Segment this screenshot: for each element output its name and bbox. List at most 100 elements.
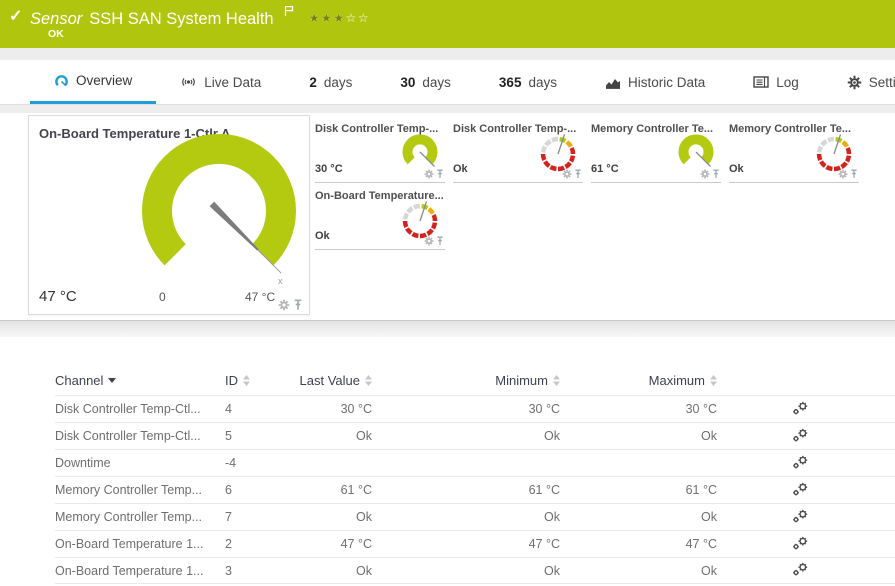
table-row[interactable]: On-Board Temperature 1... 2 47 °C 47 °C … [55, 530, 895, 557]
tab-overview[interactable]: Overview [30, 60, 157, 104]
section-divider [0, 320, 895, 337]
star-filled-icon[interactable]: ★ [321, 11, 334, 25]
tab-log[interactable]: Log [729, 60, 823, 104]
tab-365-days[interactable]: 365 days [475, 60, 581, 104]
channel-name[interactable]: Memory Controller Temp... [55, 483, 203, 497]
tile-gear-icon[interactable] [562, 169, 572, 179]
star-filled-icon[interactable]: ★ [308, 11, 322, 25]
main-gauge-value: 47 °C [39, 288, 77, 305]
channel-settings-gears-icon[interactable] [791, 481, 811, 497]
tab-label: Historic Data [627, 74, 706, 90]
tab-settings[interactable]: Settings [823, 60, 895, 104]
channel-settings-gears-icon[interactable] [791, 400, 811, 416]
flag-icon[interactable] [284, 5, 294, 17]
channel-name[interactable]: On-Board Temperature 1... [55, 537, 204, 551]
mini-gauge-radial [678, 134, 714, 167]
table-header-row: Channel ID Last Value Minimum Maximum [55, 365, 895, 395]
tab-label: days [422, 74, 451, 90]
mini-gauge-status [540, 134, 576, 172]
table-row[interactable]: On-Board Temperature 1... 3 Ok Ok Ok [55, 557, 895, 584]
tile-pin-icon[interactable] [712, 169, 720, 179]
gauge-tile-disk-controller-temp[interactable]: Disk Controller Temp-... 30 °C [315, 121, 445, 183]
gauge-tile-memory-controller-status[interactable]: Memory Controller Te... [729, 121, 859, 183]
channel-id: 3 [225, 563, 232, 578]
tile-gear-icon[interactable] [424, 169, 434, 179]
channel-settings-gears-icon[interactable] [791, 508, 811, 524]
sort-both-icon [553, 374, 560, 386]
tab-label: Settings [868, 74, 895, 90]
tile-pin-icon[interactable] [850, 169, 858, 179]
gauge-scale-min: 0 [159, 290, 166, 304]
maximum-value: 61 °C [685, 483, 717, 497]
sort-both-icon [243, 374, 250, 386]
channel-settings-gears-icon[interactable] [791, 535, 811, 551]
channel-settings-gears-icon[interactable] [791, 561, 811, 577]
overview-panel: On-Board Temperature 1-Ctlr A x 47 °C 0 … [0, 113, 895, 320]
table-row[interactable]: Disk Controller Temp-Ctl... 5 Ok Ok Ok [55, 422, 895, 449]
needle-marker: x [278, 276, 283, 286]
channel-name[interactable]: Disk Controller Temp-Ctl... [55, 429, 201, 443]
channel-name[interactable]: On-Board Temperature 1... [55, 563, 204, 578]
minimum-value: 30 °C [528, 402, 560, 416]
sort-both-icon [365, 374, 372, 386]
gauge-gear-icon[interactable] [278, 299, 290, 311]
channel-table: Channel ID Last Value Minimum Maximum Di… [0, 337, 895, 584]
minimum-value: Ok [544, 563, 560, 578]
tile-value: 61 °C [591, 163, 619, 175]
gauge-pin-icon[interactable] [293, 299, 303, 311]
tab-day-count: 2 [309, 74, 317, 90]
minimum-value: Ok [544, 429, 560, 443]
tile-title: Memory Controller Te... [591, 123, 714, 135]
channel-name[interactable]: Downtime [55, 456, 111, 470]
tile-title: Disk Controller Temp-... [315, 123, 439, 135]
maximum-value: Ok [701, 429, 717, 443]
tile-pin-icon[interactable] [574, 169, 582, 179]
tab-historic-data[interactable]: Historic Data [581, 60, 729, 104]
gauge-tile-memory-controller-temp[interactable]: Memory Controller Te... 61 °C [591, 121, 721, 183]
gauge-needle [209, 201, 259, 251]
tab-label: Overview [76, 73, 133, 88]
channel-settings-gears-icon[interactable] [791, 427, 811, 443]
sensor-header: ✓ Sensor SSH SAN System Health ★★★☆☆ OK [0, 0, 895, 48]
header-gap [0, 48, 895, 60]
column-header-label: Maximum [648, 372, 705, 388]
minimum-value: 61 °C [528, 483, 560, 497]
column-header-label: Last Value [299, 372, 360, 388]
tile-value: Ok [453, 163, 468, 175]
sensor-title-line: Sensor SSH SAN System Health ★★★☆☆ [30, 5, 370, 29]
star-empty-icon[interactable]: ☆ [345, 11, 358, 25]
table-row[interactable]: Memory Controller Temp... 7 Ok Ok Ok [55, 503, 895, 530]
last-value: 30 °C [340, 402, 372, 416]
tile-gear-icon[interactable] [424, 236, 434, 246]
channel-settings-gears-icon[interactable] [791, 454, 811, 470]
column-header-last-value[interactable]: Last Value [297, 373, 372, 388]
column-header-label: Minimum [495, 372, 548, 388]
table-row[interactable]: Disk Controller Temp-Ctl... 4 30 °C 30 °… [55, 395, 895, 422]
channel-name[interactable]: Disk Controller Temp-Ctl... [55, 402, 201, 416]
tile-pin-icon[interactable] [436, 236, 444, 246]
channel-id: 5 [225, 429, 232, 443]
star-filled-icon[interactable]: ★ [333, 11, 346, 25]
column-header-maximum[interactable]: Maximum [560, 373, 717, 388]
tab-live-data[interactable]: Live Data [156, 60, 285, 104]
tile-gear-icon[interactable] [700, 169, 710, 179]
minimum-value: Ok [544, 510, 560, 524]
priority-stars[interactable]: ★★★☆☆ [309, 11, 370, 25]
tab-30-days[interactable]: 30 days [376, 60, 475, 104]
column-header-id[interactable]: ID [225, 373, 297, 388]
tile-pin-icon[interactable] [436, 169, 444, 179]
column-header-minimum[interactable]: Minimum [372, 373, 560, 388]
tab-2-days[interactable]: 2 days [285, 60, 376, 104]
tile-gear-icon[interactable] [838, 169, 848, 179]
channel-name[interactable]: Memory Controller Temp... [55, 510, 203, 524]
tab-label: days [323, 74, 353, 90]
table-row[interactable]: Downtime -4 [55, 449, 895, 476]
mini-gauge-status [402, 201, 438, 239]
mini-gauge-status [816, 134, 852, 172]
table-row[interactable]: Memory Controller Temp... 6 61 °C 61 °C … [55, 476, 895, 503]
channel-id: 4 [225, 402, 232, 416]
gauge-tile-onboard-temperature-status[interactable]: On-Board Temperature... [315, 188, 445, 250]
star-empty-icon[interactable]: ☆ [357, 11, 371, 25]
column-header-channel[interactable]: Channel [55, 373, 225, 388]
gauge-tile-disk-controller-status[interactable]: Disk Controller Temp-... [453, 121, 583, 183]
